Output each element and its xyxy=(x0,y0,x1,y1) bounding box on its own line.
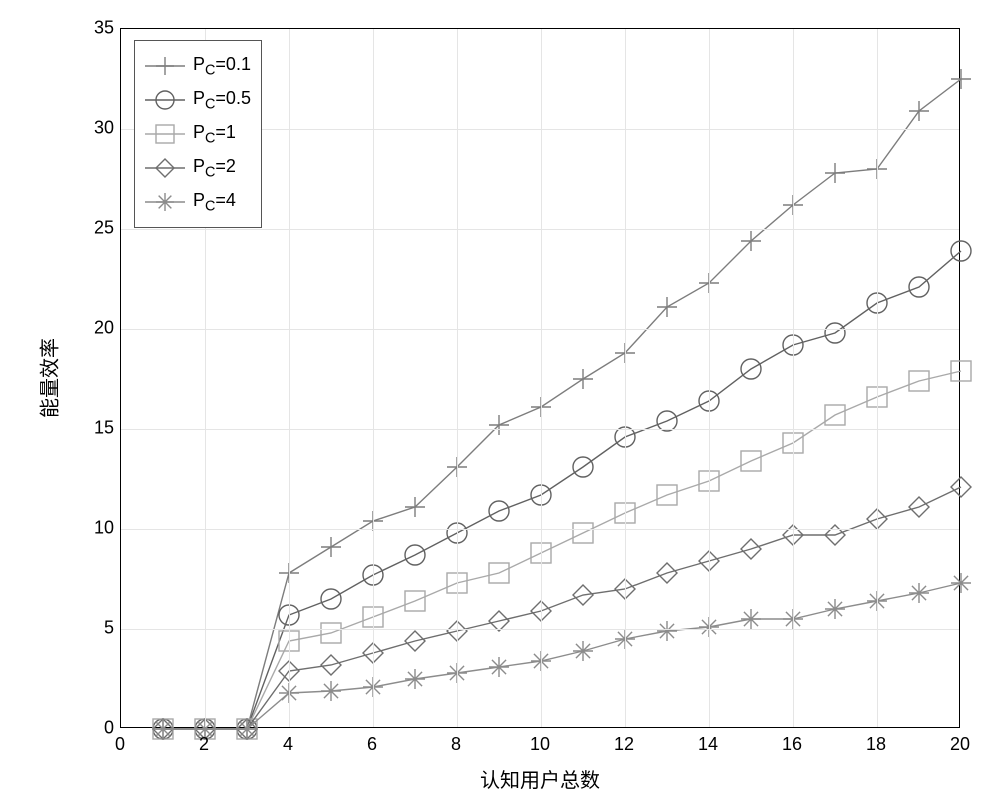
legend-label: PC=1 xyxy=(193,122,236,147)
legend-label: PC=2 xyxy=(193,156,236,181)
x-tick-label: 4 xyxy=(283,734,293,755)
x-tick-label: 12 xyxy=(614,734,634,755)
y-tick-label: 35 xyxy=(86,18,114,39)
legend-item: PC=4 xyxy=(145,185,251,219)
x-tick-label: 18 xyxy=(866,734,886,755)
legend-label: PC=0.5 xyxy=(193,88,251,113)
series-line xyxy=(163,583,961,729)
legend: PC=0.1 PC=0.5 PC=1 PC=2 PC=4 xyxy=(134,40,262,228)
x-tick-label: 0 xyxy=(115,734,125,755)
x-tick-label: 8 xyxy=(451,734,461,755)
y-tick-label: 20 xyxy=(86,318,114,339)
legend-item: PC=0.5 xyxy=(145,83,251,117)
x-axis-label: 认知用户总数 xyxy=(480,764,600,793)
chart-container: 02468101214161820 05101520253035 认知用户总数 … xyxy=(0,0,1000,806)
legend-label: PC=0.1 xyxy=(193,54,251,79)
series-line xyxy=(163,251,961,729)
y-axis-label: 能量效率 xyxy=(34,338,63,418)
x-tick-label: 6 xyxy=(367,734,377,755)
x-tick-label: 20 xyxy=(950,734,970,755)
x-tick-label: 14 xyxy=(698,734,718,755)
legend-item: PC=0.1 xyxy=(145,49,251,83)
legend-swatch xyxy=(145,119,185,149)
legend-label: PC=4 xyxy=(193,190,236,215)
legend-item: PC=1 xyxy=(145,117,251,151)
x-tick-label: 10 xyxy=(530,734,550,755)
x-tick-label: 2 xyxy=(199,734,209,755)
x-tick-label: 16 xyxy=(782,734,802,755)
legend-swatch xyxy=(145,85,185,115)
y-tick-label: 0 xyxy=(86,718,114,739)
y-tick-label: 15 xyxy=(86,418,114,439)
y-tick-label: 25 xyxy=(86,218,114,239)
legend-swatch xyxy=(145,51,185,81)
legend-swatch xyxy=(145,187,185,217)
y-tick-label: 10 xyxy=(86,518,114,539)
y-tick-label: 5 xyxy=(86,618,114,639)
legend-swatch xyxy=(145,153,185,183)
legend-item: PC=2 xyxy=(145,151,251,185)
y-tick-label: 30 xyxy=(86,118,114,139)
